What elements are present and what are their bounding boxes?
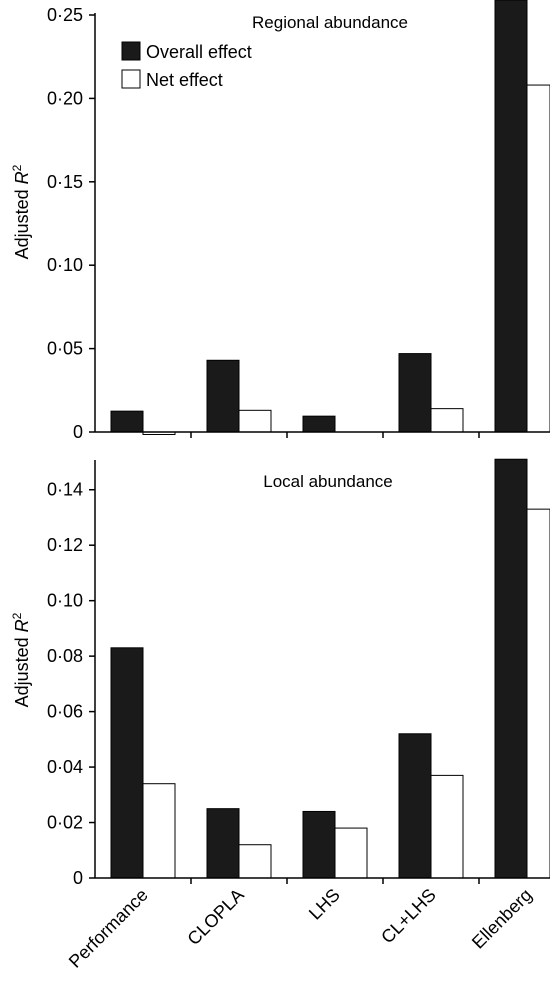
- bar-net-effect-performance: [142, 783, 176, 879]
- panel-title: Local abundance: [263, 472, 393, 491]
- x-category-label: CLOPLA: [183, 885, 247, 949]
- y-tick-label: 0·02: [47, 813, 83, 833]
- y-tick-label: 0·25: [47, 5, 83, 25]
- y-tick-label: 0·06: [47, 702, 83, 722]
- bar-overall-effect-performance: [110, 410, 144, 433]
- bar-overall-effect-ellenberg: [494, 458, 528, 879]
- y-tick-label: 0·04: [47, 757, 83, 777]
- bar-net-effect-clopla: [238, 409, 272, 433]
- x-category-label: CL+LHS: [377, 885, 440, 948]
- bar-overall-effect-performance: [110, 647, 144, 879]
- y-tick-label: 0·20: [47, 88, 83, 108]
- bar-overall-effect-ellenberg: [494, 0, 528, 433]
- bar-net-effect-ellenberg: [526, 508, 550, 879]
- y-tick-label: 0·08: [47, 646, 83, 666]
- bar-overall-effect-clopla: [206, 359, 240, 433]
- y-tick-label: 0: [73, 422, 83, 442]
- y-tick-label: 0·10: [47, 591, 83, 611]
- x-category-label: Ellenberg: [468, 885, 536, 953]
- bar-net-effect-cllhs: [430, 408, 464, 433]
- bar-overall-effect-lhs: [302, 810, 336, 879]
- y-tick-label: 0: [73, 868, 83, 888]
- bar-net-effect-cllhs: [430, 774, 464, 879]
- bar-overall-effect-lhs: [302, 415, 336, 433]
- bar-net-effect-lhs: [334, 827, 368, 879]
- y-tick-label: 0·10: [47, 255, 83, 275]
- panel-title: Regional abundance: [252, 13, 408, 32]
- y-tick-label: 0·15: [47, 172, 83, 192]
- bar-overall-effect-cllhs: [398, 733, 432, 879]
- panel-1: 0 0·05 0·10 0·15 0·20 0·25 Regional abundance A…: [10, 0, 550, 442]
- bar-net-effect-ellenberg: [526, 84, 550, 433]
- bar-overall-effect-cllhs: [398, 353, 432, 433]
- y-axis-label: Adjusted R2: [10, 164, 32, 259]
- y-tick-label: 0·05: [47, 339, 83, 359]
- bar-net-effect-clopla: [238, 844, 272, 879]
- x-category-label: Performance: [65, 885, 152, 972]
- legend-swatch-net-effect: [121, 69, 141, 89]
- legend-label-overall-effect: Overall effect: [146, 42, 252, 62]
- bar-overall-effect-clopla: [206, 808, 240, 879]
- x-category-label: LHS: [305, 885, 344, 924]
- legend-swatch-overall-effect: [121, 41, 141, 61]
- y-axis-label: Adjusted R2: [10, 612, 32, 707]
- panel-2: 0 0·02 0·04 0·06 0·08 0·10 0·12 0·14 Local abund…: [10, 458, 550, 972]
- y-tick-label: 0·12: [47, 535, 83, 555]
- y-tick-label: 0·14: [47, 480, 83, 500]
- legend-label-net-effect: Net effect: [146, 70, 223, 90]
